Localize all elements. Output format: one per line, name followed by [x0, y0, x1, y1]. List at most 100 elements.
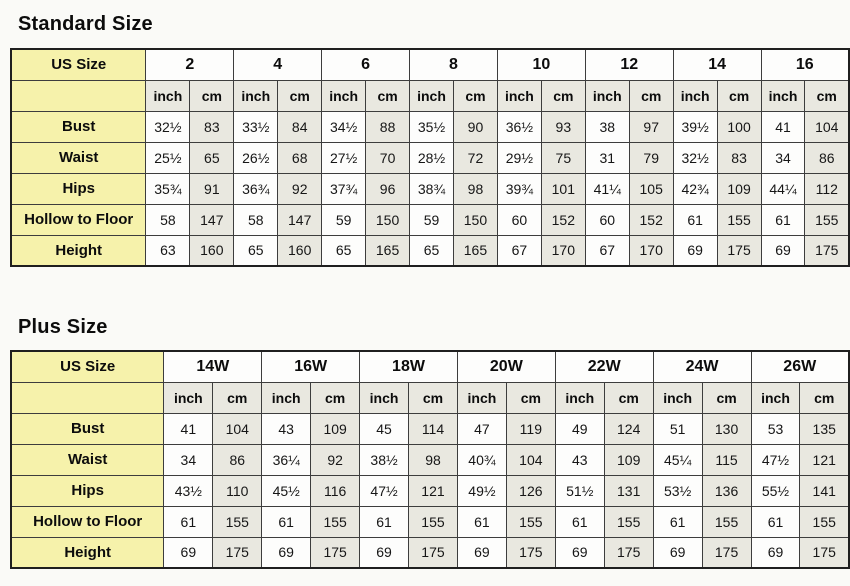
- cm-value-cell: 86: [804, 141, 850, 174]
- size-header-cell: 2: [145, 48, 235, 81]
- inch-value-cell: 25½: [145, 141, 191, 174]
- inch-value-cell: 61: [652, 505, 703, 538]
- inch-value-cell: 29½: [496, 141, 542, 174]
- unit-header-cell: cm: [628, 79, 674, 112]
- cm-value-cell: 152: [540, 203, 586, 236]
- cm-value-cell: 119: [505, 412, 556, 445]
- cm-value-cell: 131: [603, 474, 654, 507]
- cm-value-cell: 112: [804, 172, 850, 205]
- size-header-cell: 14W: [163, 350, 263, 383]
- cm-value-cell: 175: [716, 234, 762, 267]
- cm-value-cell: 109: [716, 172, 762, 205]
- inch-value-cell: 47½: [359, 474, 410, 507]
- cm-value-cell: 100: [716, 110, 762, 143]
- inch-value-cell: 61: [672, 203, 718, 236]
- inch-value-cell: 42¾: [672, 172, 718, 205]
- cm-value-cell: 98: [452, 172, 498, 205]
- size-header-cell: 16: [760, 48, 850, 81]
- cm-value-cell: 86: [212, 443, 263, 476]
- cm-value-cell: 72: [452, 141, 498, 174]
- cm-value-cell: 93: [540, 110, 586, 143]
- cm-value-cell: 104: [804, 110, 850, 143]
- size-header-cell: 10: [496, 48, 586, 81]
- inch-value-cell: 27½: [321, 141, 367, 174]
- cm-value-cell: 175: [804, 234, 850, 267]
- inch-value-cell: 36¼: [261, 443, 312, 476]
- unit-header-row: inch cm inch cm inch cm inch cm inch cm inch cm inch…: [10, 381, 850, 414]
- unit-header-cell: inch: [233, 79, 279, 112]
- inch-value-cell: 31: [584, 141, 630, 174]
- cm-value-cell: 97: [628, 110, 674, 143]
- inch-value-cell: 47½: [750, 443, 801, 476]
- cm-value-cell: 101: [540, 172, 586, 205]
- unit-header-cell: cm: [365, 79, 411, 112]
- inch-value-cell: 35½: [409, 110, 454, 143]
- cm-value-cell: 110: [212, 474, 263, 507]
- inch-value-cell: 61: [750, 505, 801, 538]
- inch-value-cell: 36¾: [233, 172, 279, 205]
- inch-value-cell: 63: [145, 234, 191, 267]
- cm-value-cell: 116: [310, 474, 361, 507]
- inch-value-cell: 38: [584, 110, 630, 143]
- inch-value-cell: 38¾: [409, 172, 454, 205]
- unit-header-cell: cm: [540, 79, 586, 112]
- size-header-cell: 14: [672, 48, 762, 81]
- cm-value-cell: 165: [452, 234, 498, 267]
- cm-value-cell: 135: [799, 412, 850, 445]
- measurement-row-label: Height: [10, 536, 165, 569]
- measurement-row-label: Hips: [10, 474, 165, 507]
- cm-value-cell: 175: [603, 536, 654, 569]
- size-header-row: US Size 14W 16W 18W 20W 22W 24W 26W: [10, 350, 850, 383]
- cm-value-cell: 88: [365, 110, 411, 143]
- measurement-row-label: Waist: [10, 443, 165, 476]
- standard-size-table: US Size 2 4 6 8 10 12 14 16 inch cm inch cm inch cm inc…: [10, 48, 850, 267]
- measurement-row: Hips 35¾ 91 36¾ 92 37¾ 96 38¾ 98 39¾ 101 41¼ 105 42¾ 1…: [10, 172, 850, 205]
- inch-value-cell: 61: [554, 505, 605, 538]
- cm-value-cell: 152: [628, 203, 674, 236]
- inch-value-cell: 67: [584, 234, 630, 267]
- inch-value-cell: 65: [233, 234, 279, 267]
- cm-value-cell: 136: [701, 474, 752, 507]
- inch-value-cell: 61: [163, 505, 214, 538]
- inch-value-cell: 69: [359, 536, 410, 569]
- size-header-cell: 8: [409, 48, 498, 81]
- cm-value-cell: 141: [799, 474, 850, 507]
- inch-value-cell: 61: [261, 505, 312, 538]
- cm-value-cell: 70: [365, 141, 411, 174]
- us-size-corner-label: US Size: [10, 350, 165, 383]
- unit-header-cell: inch: [163, 381, 214, 414]
- inch-value-cell: 39¾: [496, 172, 542, 205]
- size-header-cell: 16W: [261, 350, 361, 383]
- cm-value-cell: 165: [365, 234, 411, 267]
- inch-value-cell: 26½: [233, 141, 279, 174]
- inch-value-cell: 41: [760, 110, 806, 143]
- inch-value-cell: 41: [163, 412, 214, 445]
- inch-value-cell: 32½: [672, 141, 718, 174]
- inch-value-cell: 34: [163, 443, 214, 476]
- cm-value-cell: 75: [540, 141, 586, 174]
- cm-value-cell: 83: [189, 110, 235, 143]
- cm-value-cell: 147: [189, 203, 235, 236]
- cm-value-cell: 126: [505, 474, 556, 507]
- empty-corner-cell: [10, 79, 147, 112]
- cm-value-cell: 104: [505, 443, 556, 476]
- unit-header-cell: cm: [701, 381, 752, 414]
- inch-value-cell: 38½: [359, 443, 410, 476]
- inch-value-cell: 69: [750, 536, 801, 569]
- inch-value-cell: 39½: [672, 110, 718, 143]
- cm-value-cell: 150: [365, 203, 411, 236]
- inch-value-cell: 59: [321, 203, 367, 236]
- cm-value-cell: 155: [505, 505, 556, 538]
- measurement-row-label: Waist: [10, 141, 147, 174]
- measurement-row: Bust 41 104 43 109 45 114 47 119 49 124 51 130 53 135: [10, 412, 850, 445]
- inch-value-cell: 33½: [233, 110, 279, 143]
- inch-value-cell: 69: [456, 536, 507, 569]
- inch-value-cell: 61: [760, 203, 806, 236]
- inch-value-cell: 49: [554, 412, 605, 445]
- inch-value-cell: 34: [760, 141, 806, 174]
- size-header-cell: 6: [321, 48, 411, 81]
- unit-header-cell: inch: [456, 381, 507, 414]
- cm-value-cell: 109: [310, 412, 361, 445]
- inch-value-cell: 55½: [750, 474, 801, 507]
- unit-header-cell: inch: [750, 381, 801, 414]
